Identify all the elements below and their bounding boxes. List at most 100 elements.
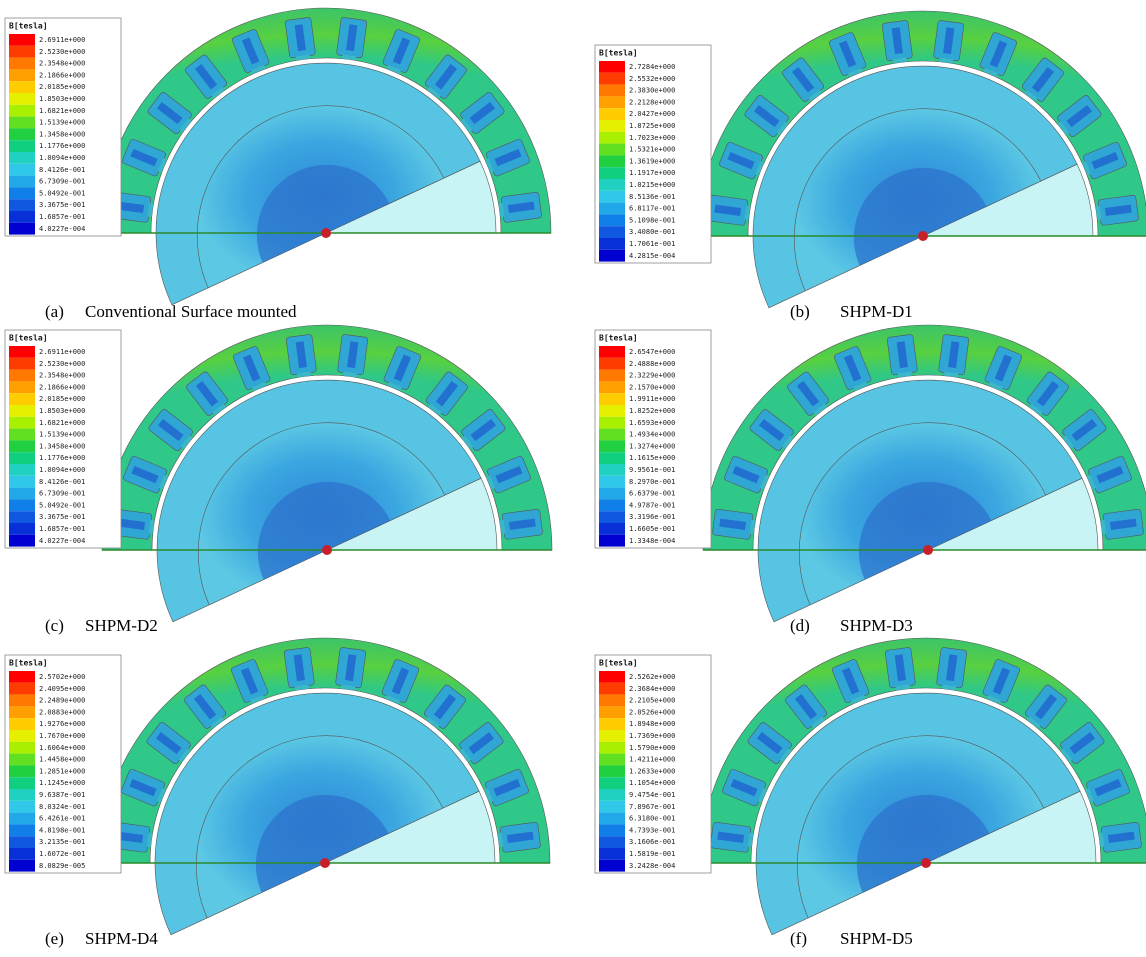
legend-title: B[tesla] (599, 49, 638, 58)
legend-label: 1.4934e+000 (629, 431, 675, 439)
legend-label: 2.3830e+000 (629, 87, 675, 95)
legend-swatch (9, 824, 35, 836)
legend-label: 8.4126e-001 (39, 166, 85, 174)
legend-swatch (599, 429, 625, 441)
legend-swatch (9, 405, 35, 417)
legend-swatch (9, 511, 35, 523)
legend-swatch (9, 476, 35, 488)
legend-swatch (9, 848, 35, 860)
legend-label: 2.3548e+000 (39, 60, 85, 68)
legend-label: 2.4095e+000 (39, 685, 85, 693)
caption-label: (e) (45, 929, 64, 948)
legend-label: 1.3348e-004 (629, 537, 675, 545)
legend-label: 3.4080e-001 (629, 228, 675, 236)
legend-label: 2.6911e+000 (39, 348, 85, 356)
legend-swatch (9, 464, 35, 476)
caption-label: (a) (45, 302, 64, 321)
legend-label: 8.5136e-001 (629, 193, 675, 201)
legend: B[tesla]2.7284e+0002.5532e+0002.3830e+00… (595, 45, 711, 263)
caption-label: (c) (45, 616, 64, 635)
legend-swatch (599, 73, 625, 85)
legend-title: B[tesla] (9, 659, 48, 668)
figure: B[tesla]2.6911e+0002.5230e+0002.3548e+00… (0, 0, 1146, 957)
legend-label: 5.1098e-001 (629, 216, 675, 224)
legend-swatch (9, 789, 35, 801)
legend-label: 1.5321e+000 (629, 146, 675, 154)
legend-swatch (9, 535, 35, 547)
legend-swatch (9, 671, 35, 683)
legend-label: 1.5790e+000 (629, 744, 675, 752)
legend-swatch (9, 718, 35, 730)
legend-swatch (599, 801, 625, 813)
legend-swatch (9, 523, 35, 535)
legend-swatch (599, 523, 625, 535)
legend-label: 1.4211e+000 (629, 756, 675, 764)
legend-label: 1.8725e+000 (629, 122, 675, 130)
caption-label: (f) (790, 929, 807, 948)
legend-swatch (9, 34, 35, 46)
legend-title: B[tesla] (9, 22, 48, 31)
legend-swatch (599, 85, 625, 97)
legend-swatch (9, 199, 35, 211)
legend-label: 1.6593e+000 (629, 419, 675, 427)
legend-label: 1.6821e+000 (39, 419, 85, 427)
panel: B[tesla]2.5702e+0002.4095e+0002.2489e+00… (5, 638, 550, 948)
legend-label: 1.9276e+000 (39, 720, 85, 728)
legend-label: 4.0227e-004 (39, 225, 85, 233)
legend-swatch (599, 238, 625, 250)
legend-swatch (599, 718, 625, 730)
legend-swatch (9, 381, 35, 393)
legend-swatch (599, 381, 625, 393)
legend-label: 1.5139e+000 (39, 119, 85, 127)
legend-swatch (599, 405, 625, 417)
legend-swatch (9, 358, 35, 370)
legend: B[tesla]2.5702e+0002.4095e+0002.2489e+00… (5, 655, 121, 873)
legend: B[tesla]2.6911e+0002.5230e+0002.3548e+00… (5, 330, 121, 548)
legend-swatch (9, 164, 35, 176)
legend-swatch (9, 93, 35, 105)
legend-swatch (9, 488, 35, 500)
legend-label: 3.3675e-001 (39, 201, 85, 209)
legend-label: 2.0883e+000 (39, 708, 85, 716)
legend-swatch (599, 96, 625, 108)
legend-label: 2.3229e+000 (629, 372, 675, 380)
legend-swatch (9, 58, 35, 70)
legend-label: 4.0227e-004 (39, 537, 85, 545)
legend-swatch (9, 765, 35, 777)
legend-swatch (599, 167, 625, 179)
legend-swatch (599, 848, 625, 860)
legend-label: 6.7309e-001 (39, 490, 85, 498)
legend-label: 1.1776e+000 (39, 454, 85, 462)
legend-label: 1.8503e+000 (39, 95, 85, 103)
legend-label: 2.5532e+000 (629, 75, 675, 83)
legend-label: 1.3458e+000 (39, 442, 85, 450)
legend-label: 2.0185e+000 (39, 395, 85, 403)
legend-swatch (599, 499, 625, 511)
legend-label: 5.0492e-001 (39, 189, 85, 197)
legend-swatch (9, 46, 35, 58)
legend-label: 6.3180e-001 (629, 815, 675, 823)
legend-label: 1.1776e+000 (39, 142, 85, 150)
legend-label: 2.4888e+000 (629, 360, 675, 368)
legend-swatch (599, 203, 625, 215)
legend-label: 1.3274e+000 (629, 442, 675, 450)
legend-label: 8.0829e-005 (39, 862, 85, 870)
legend-label: 2.0185e+000 (39, 83, 85, 91)
panel: B[tesla]2.5262e+0002.3684e+0002.2105e+00… (595, 638, 1146, 948)
legend-swatch (9, 836, 35, 848)
legend-label: 1.6072e-001 (39, 850, 85, 858)
legend-label: 6.8117e-001 (629, 205, 675, 213)
legend-swatch (9, 81, 35, 93)
legend-label: 6.6379e-001 (629, 490, 675, 498)
legend-swatch (599, 836, 625, 848)
panel: B[tesla]2.6911e+0002.5230e+0002.3548e+00… (5, 8, 551, 321)
legend-label: 1.3619e+000 (629, 157, 675, 165)
legend-swatch (599, 777, 625, 789)
legend-swatch (9, 105, 35, 117)
legend-label: 1.7061e-001 (629, 240, 675, 248)
legend-swatch (9, 695, 35, 707)
legend-label: 1.7023e+000 (629, 134, 675, 142)
caption-text: SHPM-D2 (85, 616, 158, 635)
legend-label: 1.0094e+000 (39, 466, 85, 474)
legend-label: 2.3684e+000 (629, 685, 675, 693)
